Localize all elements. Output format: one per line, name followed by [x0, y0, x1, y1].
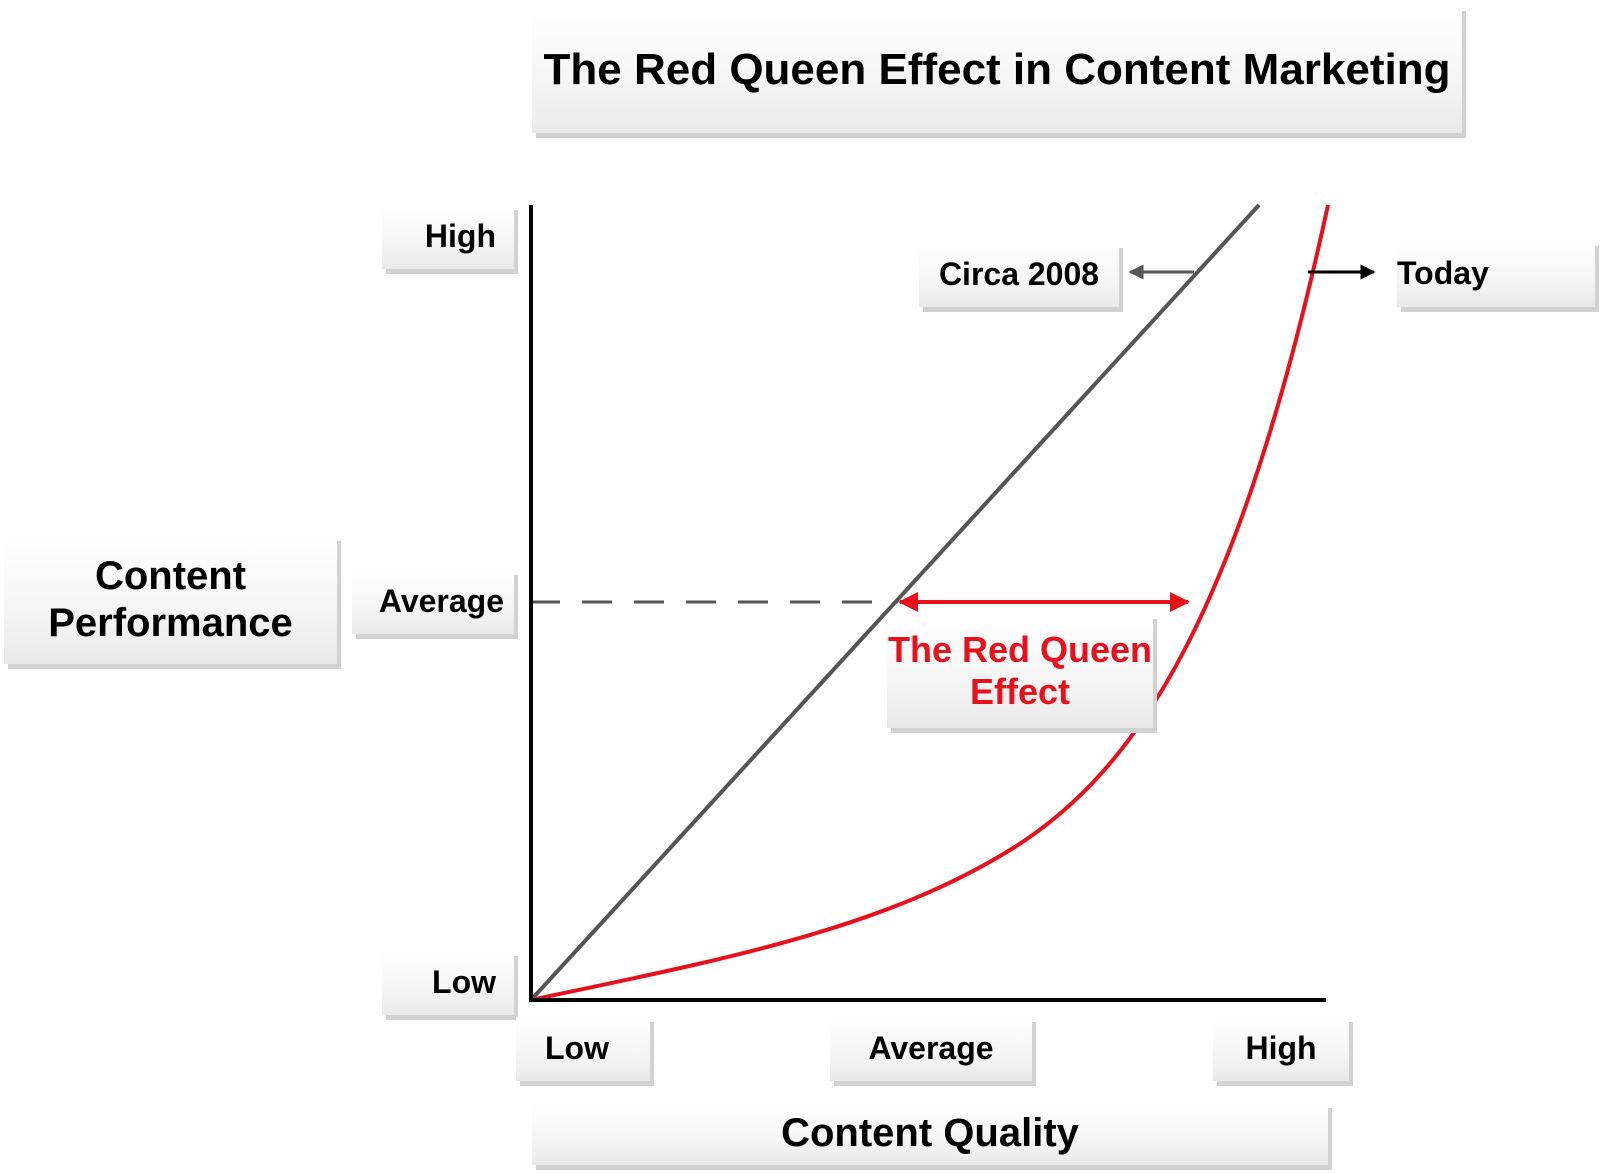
- diagram-title: The Red Queen Effect in Content Marketin…: [532, 6, 1462, 133]
- y-tick-high: High: [382, 205, 514, 269]
- circa-2008-label-text: Circa 2008: [938, 256, 1100, 293]
- x-tick-average-text: Average: [868, 1030, 994, 1067]
- y-tick-average-text: Average: [378, 583, 504, 620]
- x-tick-high: High: [1213, 1017, 1349, 1081]
- x-axis-label-text: Content Quality: [781, 1111, 1079, 1156]
- y-tick-high-text: High: [424, 218, 496, 255]
- circa-2008-curve: [529, 203, 1261, 1002]
- x-axis-label: Content Quality: [532, 1103, 1328, 1165]
- circa-2008-label: Circa 2008: [919, 243, 1119, 307]
- x-tick-average: Average: [830, 1017, 1032, 1081]
- y-tick-average: Average: [352, 570, 514, 634]
- y-tick-low: Low: [382, 951, 514, 1015]
- red-queen-effect-label: The Red Queen Effect: [887, 614, 1153, 728]
- today-curve: [530, 204, 1330, 1002]
- x-tick-low-text: Low: [545, 1030, 609, 1067]
- today-label: Today: [1397, 241, 1595, 307]
- diagram-title-text: The Red Queen Effect in Content Marketin…: [543, 44, 1451, 94]
- x-tick-high-text: High: [1245, 1030, 1317, 1067]
- y-axis-label-text: Content Performance: [48, 553, 293, 645]
- red-queen-effect-label-text: The Red Queen Effect: [887, 628, 1153, 712]
- y-tick-low-text: Low: [432, 964, 496, 1001]
- x-tick-low: Low: [516, 1017, 650, 1081]
- y-axis-label: Content Performance: [4, 536, 337, 664]
- today-label-text: Today: [1397, 255, 1489, 292]
